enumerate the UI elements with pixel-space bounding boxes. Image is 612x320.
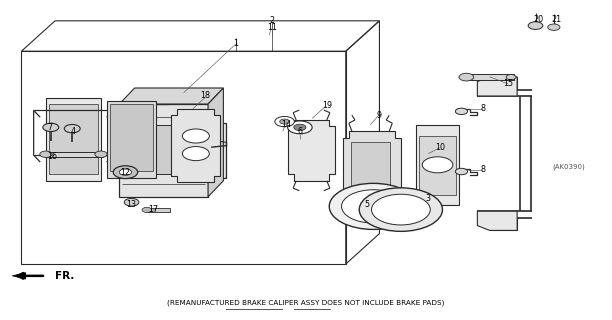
Text: 18: 18 — [200, 92, 210, 100]
Circle shape — [182, 129, 209, 143]
Circle shape — [371, 194, 430, 225]
Circle shape — [124, 198, 139, 206]
Circle shape — [329, 183, 417, 229]
Text: 2: 2 — [270, 16, 275, 25]
Circle shape — [455, 168, 468, 175]
Circle shape — [275, 116, 294, 127]
Circle shape — [528, 22, 543, 29]
Circle shape — [422, 157, 453, 173]
Polygon shape — [490, 77, 517, 90]
Text: 10: 10 — [436, 143, 446, 152]
Polygon shape — [477, 77, 517, 96]
Polygon shape — [107, 101, 156, 178]
Polygon shape — [171, 109, 220, 182]
Circle shape — [455, 108, 468, 115]
Circle shape — [43, 123, 59, 132]
Bar — [110, 104, 153, 171]
Text: 12: 12 — [121, 168, 130, 177]
Circle shape — [40, 151, 52, 157]
Polygon shape — [46, 98, 101, 181]
Circle shape — [280, 119, 289, 124]
Bar — [146, 208, 170, 212]
Polygon shape — [477, 211, 517, 230]
Text: 15: 15 — [503, 79, 513, 88]
Circle shape — [506, 75, 516, 80]
Bar — [465, 74, 514, 80]
Bar — [49, 104, 98, 174]
Text: 21: 21 — [552, 15, 562, 24]
Polygon shape — [119, 94, 226, 197]
Text: (AK0390): (AK0390) — [553, 163, 586, 170]
Text: 11: 11 — [267, 23, 277, 32]
Text: 17: 17 — [148, 205, 158, 214]
Circle shape — [119, 169, 132, 175]
Text: 19: 19 — [323, 101, 332, 110]
Text: 3: 3 — [426, 194, 431, 203]
Circle shape — [548, 24, 560, 30]
Text: 6: 6 — [297, 127, 302, 136]
Text: FR.: FR. — [55, 271, 75, 281]
Bar — [45, 152, 103, 157]
Circle shape — [294, 124, 306, 131]
Bar — [351, 142, 390, 187]
Text: 20: 20 — [534, 15, 543, 24]
Polygon shape — [119, 88, 223, 104]
Circle shape — [459, 73, 474, 81]
Text: 8: 8 — [481, 104, 486, 113]
Circle shape — [182, 147, 209, 161]
Bar — [138, 125, 190, 174]
Circle shape — [341, 190, 405, 223]
Polygon shape — [490, 218, 517, 230]
Circle shape — [142, 207, 152, 212]
Polygon shape — [208, 88, 223, 197]
Text: 1: 1 — [233, 39, 238, 48]
Bar — [419, 136, 456, 195]
Polygon shape — [416, 125, 459, 205]
Text: 16: 16 — [47, 152, 57, 161]
Text: 8: 8 — [481, 165, 486, 174]
Circle shape — [64, 124, 80, 133]
Circle shape — [288, 121, 312, 134]
Text: 4: 4 — [71, 127, 76, 136]
Circle shape — [113, 166, 138, 179]
Polygon shape — [288, 120, 335, 181]
Circle shape — [95, 151, 107, 157]
Text: 5: 5 — [365, 200, 370, 209]
Polygon shape — [12, 273, 26, 279]
Text: 13: 13 — [127, 200, 136, 209]
Text: 14: 14 — [282, 120, 291, 129]
Polygon shape — [343, 131, 401, 202]
Text: (REMANUFACTURED BRAKE CALIPER ASSY DOES NOT INCLUDE BRAKE PADS): (REMANUFACTURED BRAKE CALIPER ASSY DOES … — [167, 299, 445, 306]
Circle shape — [359, 188, 442, 231]
Text: 7: 7 — [48, 124, 53, 132]
Text: 9: 9 — [377, 111, 382, 120]
